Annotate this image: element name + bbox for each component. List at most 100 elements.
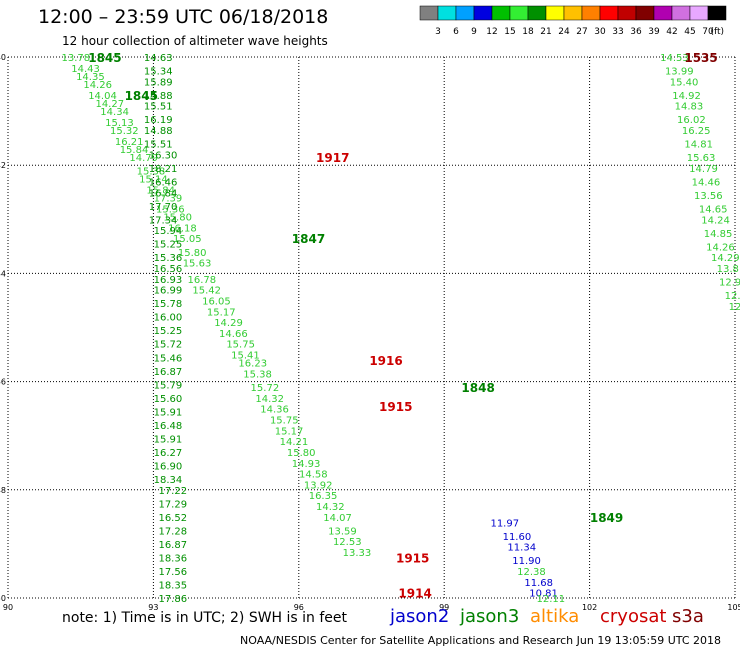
wave-height-label: 15.91: [154, 434, 183, 445]
wave-height-label: 11.60: [503, 532, 532, 543]
wave-height-label: 16.87: [158, 540, 187, 551]
wave-height-label: 15.40: [670, 77, 699, 88]
wave-height-label: 16.19: [144, 115, 173, 126]
colorbar-tick-label: 42: [666, 27, 677, 37]
wave-height-label: 16.35: [309, 491, 338, 502]
wave-height-label: 18.35: [158, 580, 187, 591]
x-tick-label: 99: [439, 603, 449, 612]
pass-time-label: 1915: [396, 551, 429, 565]
wave-height-label: 16.90: [154, 461, 183, 472]
wave-height-label: 15.05: [173, 234, 202, 245]
wave-height-label: 13.92: [304, 480, 333, 491]
satellite-legend-jason2: jason2: [390, 606, 450, 627]
wave-height-label: 10.81: [529, 589, 558, 600]
wave-height-label: 14.34: [100, 107, 129, 118]
satellite-legend-jason3: jason3: [460, 606, 520, 627]
wave-height-label: 16.56: [154, 264, 183, 275]
pass-time-label: 1849: [590, 511, 623, 525]
colorbar-tick-label: 33: [612, 27, 623, 37]
wave-height-label: 16.46: [149, 177, 178, 188]
wave-height-label: 16.21: [115, 137, 144, 148]
wave-height-label: 16.87: [154, 367, 183, 378]
colorbar-tick-label: 30: [594, 27, 606, 37]
wave-height-label: 16.05: [202, 296, 231, 307]
colorbar-tick-label: 18: [522, 27, 534, 37]
wave-height-label: 14.35: [76, 72, 105, 83]
wave-height-label: 14.26: [706, 242, 735, 253]
wave-height-label: 16.00: [154, 313, 183, 324]
colorbar-tick-label: 36: [630, 27, 642, 37]
pass-time-label: 1915: [379, 400, 412, 414]
wave-height-label: 18.36: [158, 553, 187, 564]
wave-height-label: 15.80: [287, 448, 316, 459]
wave-height-label: 14.32: [255, 394, 284, 405]
wave-height-label: 15.72: [251, 383, 280, 394]
wave-height-label: 13.59: [328, 526, 357, 537]
wave-height-label: 15.75: [226, 340, 255, 351]
wave-height-label: 11.90: [512, 556, 541, 567]
wave-height-label: 17.22: [158, 486, 187, 497]
satellite-legend-cryosat: cryosat: [600, 606, 667, 627]
y-tick-label: -42: [0, 161, 6, 170]
wave-height-label: 14.04: [88, 91, 117, 102]
colorbar-tick-label: 9: [471, 27, 477, 37]
colorbar-legend: 3 6 9 12 15 18 21 24 27 30 33 36 39 42 45 70(ft): [419, 5, 727, 37]
wave-height-label: 13.8: [717, 264, 739, 275]
wave-height-label: 15.80: [163, 213, 192, 224]
wave-height-label: 15.91: [154, 407, 183, 418]
pass-time-label: 1917: [316, 151, 349, 165]
wave-height-label: 18.34: [154, 475, 183, 486]
satellite-legend-s3a: s3a: [672, 606, 704, 627]
wave-height-label: 15.25: [154, 240, 183, 251]
pass-time-label: 1847: [292, 232, 325, 246]
wave-height-label: 15.25: [154, 326, 183, 337]
wave-height-label: 15.60: [154, 394, 183, 405]
colorbar-tick-label: 12: [486, 27, 497, 37]
wave-height-label: 15.75: [270, 415, 299, 426]
wave-height-label: 14.65: [699, 204, 728, 215]
wave-height-label: 15.72: [154, 340, 183, 351]
wave-height-label: 15.80: [178, 248, 207, 259]
y-tick-label: -40: [0, 53, 6, 62]
satellite-legend-altika: altika: [530, 606, 580, 627]
colorbar-swatch: [707, 5, 727, 21]
wave-height-label: 14.83: [675, 102, 704, 113]
wave-height-label: 17.34: [149, 215, 178, 226]
wave-height-label: 15.94: [154, 226, 183, 237]
wave-height-label: 16.99: [154, 286, 183, 297]
pass-time-label: 1535: [684, 51, 717, 65]
wave-height-label: 16.78: [188, 275, 217, 286]
footer-note: note: 1) Time is in UTC; 2) SWH is in fe…: [62, 610, 348, 626]
wave-height-label: 15.17: [275, 426, 304, 437]
wave-height-label: 14.36: [260, 405, 289, 416]
wave-height-label: 15.84: [120, 145, 149, 156]
pass-time-label: 1914: [398, 587, 431, 601]
y-tick-label: -44: [0, 269, 6, 278]
x-tick-label: 96: [294, 603, 304, 612]
wave-height-label: 17.39: [154, 194, 183, 205]
page-title: 12:00 – 23:59 UTC 06/18/2018: [38, 6, 329, 28]
wave-height-label: 15.51: [144, 140, 173, 151]
wave-height-label: 16.02: [677, 115, 706, 126]
colorbar-tick-label: 21: [540, 27, 551, 37]
wave-height-label: 14.93: [292, 459, 321, 470]
wave-height-label: 16.84: [149, 188, 178, 199]
wave-height-label: 14.29: [214, 318, 243, 329]
wave-height-label: 15.51: [144, 102, 173, 113]
wave-height-label: 14.07: [323, 513, 352, 524]
wave-height-label: 14.63: [144, 53, 173, 64]
wave-height-label: 15.17: [207, 307, 236, 318]
colorbar-tick-label: 3: [435, 27, 441, 37]
pass-time-label: 1916: [369, 354, 402, 368]
wave-height-label: 16.93: [154, 275, 183, 286]
wave-height-label: 14.29: [711, 253, 740, 264]
footer-credit: NOAA/NESDIS Center for Satellite Applica…: [240, 634, 722, 647]
wave-height-label: 12.53: [333, 537, 362, 548]
wave-height-label: 15.63: [183, 259, 212, 270]
colorbar-tick-label: 6: [453, 27, 459, 37]
wave-height-label: 15.78: [154, 299, 183, 310]
wave-height-label: 15.36: [154, 253, 183, 264]
wave-height-label: 12.: [725, 291, 740, 302]
page-subtitle: 12 hour collection of altimeter wave hei…: [62, 34, 328, 48]
wave-height-label: 15.36: [156, 204, 185, 215]
